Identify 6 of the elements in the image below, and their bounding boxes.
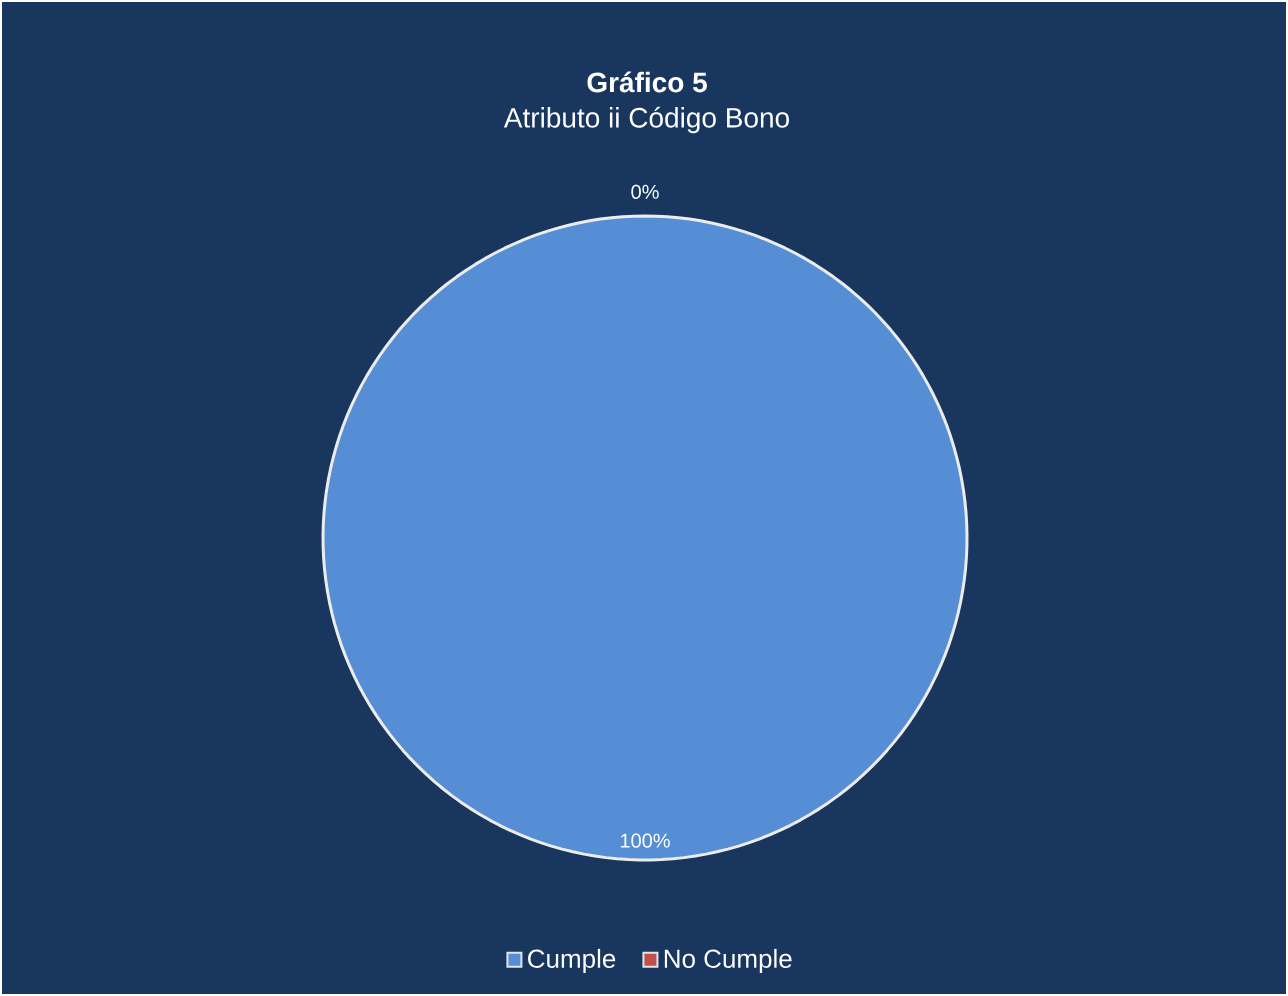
legend-label: Cumple <box>528 948 616 974</box>
chart-title: Gráfico 5 <box>587 71 707 93</box>
text: 0% <box>631 184 659 199</box>
data-label: 100% <box>620 833 670 848</box>
chart-subtitle: Atributo ii Código Bono <box>503 106 789 134</box>
legend-label: No Cumple <box>664 948 792 974</box>
